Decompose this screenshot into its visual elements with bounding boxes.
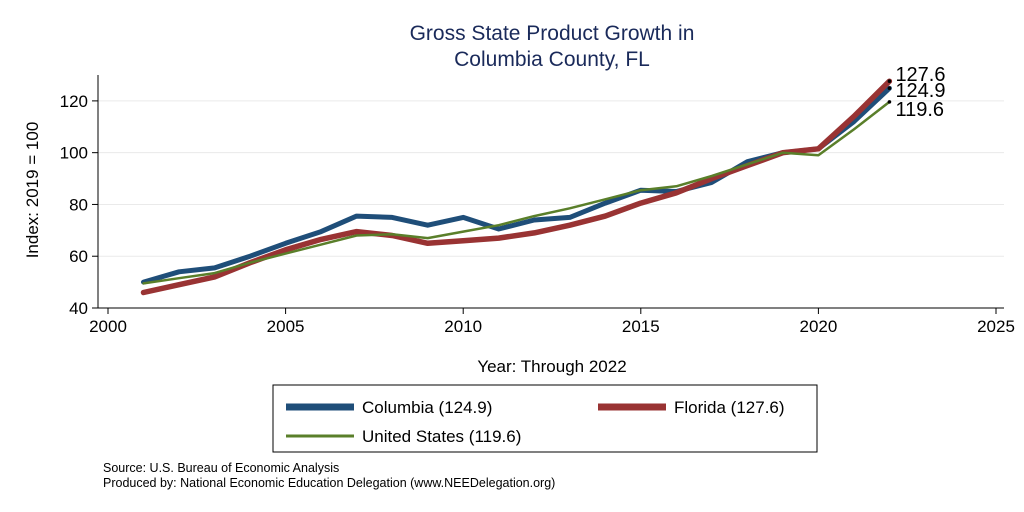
x-ticks: 2000 2005 2010 2015 2020 2025 [89, 308, 1015, 336]
y-axis-label: Index: 2019 = 100 [23, 122, 42, 259]
series-line-united-states [142, 100, 891, 285]
series-layer [140, 78, 893, 296]
y-tick-label-60: 60 [69, 247, 88, 266]
end-marker-florida [887, 79, 892, 84]
chart-title-line-1: Gross State Product Growth in [410, 22, 695, 45]
legend-label-columbia: Columbia (124.9) [362, 398, 492, 417]
legend-label-florida: Florida (127.6) [674, 398, 785, 417]
source-note: Source: U.S. Bureau of Economic Analysis [103, 461, 339, 475]
end-label-florida: 127.6 [895, 64, 945, 86]
legend-label-united-states: United States (119.6) [362, 427, 521, 446]
x-tick-label-2015: 2015 [622, 317, 660, 336]
end-label-columbia: 124.9 [895, 80, 945, 102]
end-label-united-states: 119.6 [895, 99, 944, 121]
end-marker-columbia [887, 86, 892, 91]
produced-by-note: Produced by: National Economic Education… [103, 476, 555, 490]
y-tick-label-100: 100 [60, 144, 88, 163]
y-tick-label-80: 80 [69, 195, 88, 214]
x-tick-label-2025: 2025 [977, 317, 1015, 336]
x-tick-label-2000: 2000 [89, 317, 127, 336]
x-tick-label-2010: 2010 [444, 317, 482, 336]
legend-box [272, 384, 818, 453]
chart-title-line-2: Columbia County, FL [454, 48, 650, 71]
legend: Columbia (124.9) Florida (127.6) United St… [286, 398, 785, 446]
y-ticks: 40 60 80 100 120 [60, 92, 98, 318]
x-tick-label-2020: 2020 [799, 317, 837, 336]
y-tick-label-40: 40 [69, 299, 88, 318]
x-tick-label-2005: 2005 [267, 317, 305, 336]
x-axis-label: Year: Through 2022 [477, 357, 626, 376]
end-marker-united-states [887, 100, 892, 104]
y-tick-label-120: 120 [60, 92, 88, 111]
